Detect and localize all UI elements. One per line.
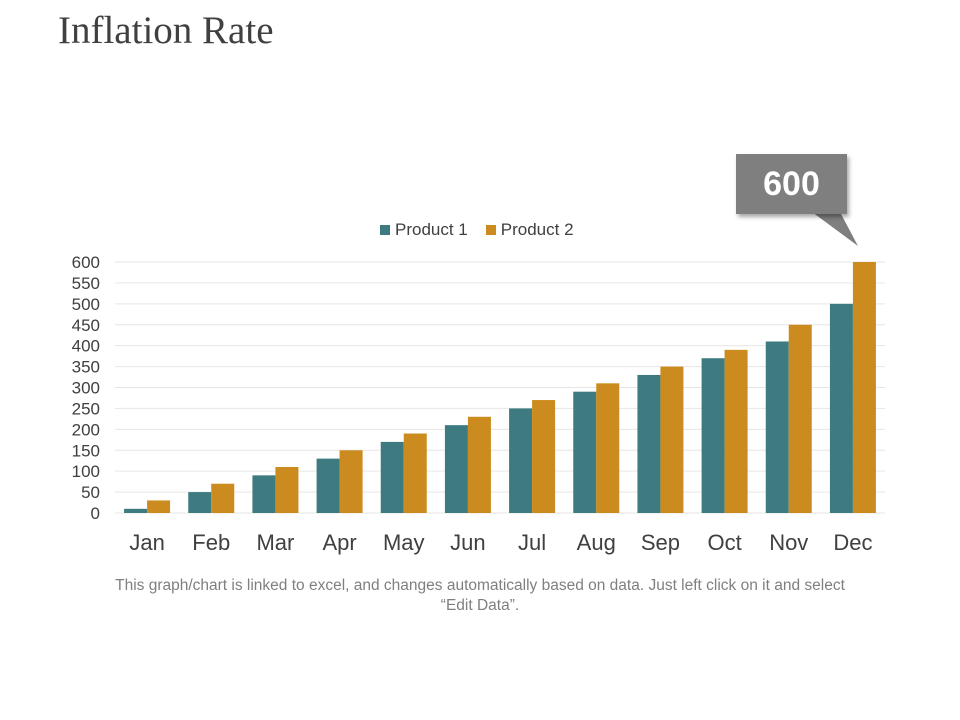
y-tick-label: 50 <box>81 483 100 502</box>
bar-product-2-sep <box>660 366 684 513</box>
bar-product-2-jun <box>467 416 491 513</box>
bar-product-2-mar <box>275 466 299 513</box>
y-tick-label: 400 <box>72 337 100 356</box>
bar-product-1-jan <box>124 508 148 513</box>
x-tick-label-may: May <box>383 530 425 555</box>
bar-product-1-jun <box>444 425 468 513</box>
legend-swatch-product-1 <box>380 225 390 235</box>
bar-product-1-apr <box>316 458 340 513</box>
bars <box>124 262 876 513</box>
x-tick-label-jun: Jun <box>450 530 485 555</box>
x-tick-label-jul: Jul <box>518 530 546 555</box>
legend-swatch-product-2 <box>485 225 496 235</box>
bar-product-1-mar <box>252 475 276 513</box>
chart-footnote: This graph/chart is linked to excel, and… <box>115 577 845 614</box>
bar-product-1-oct <box>701 358 725 513</box>
y-tick-label: 300 <box>72 379 100 398</box>
x-tick-label-dec: Dec <box>833 530 872 555</box>
bar-product-1-aug <box>573 391 597 513</box>
y-tick-label: 350 <box>72 358 100 377</box>
bar-product-1-feb <box>188 492 212 513</box>
y-tick-label: 450 <box>72 316 100 335</box>
bar-product-1-dec <box>829 303 853 513</box>
bar-product-2-dec <box>852 262 876 513</box>
y-tick-label: 200 <box>72 420 100 439</box>
x-axis-ticks: Jan Feb Mar Apr May Jun Jul Aug Sep Oct Nov Dec <box>129 530 872 555</box>
x-tick-label-mar: Mar <box>256 530 294 555</box>
value-callout: 600 <box>736 154 847 214</box>
bar-product-2-aug <box>596 383 620 513</box>
y-tick-label: 100 <box>72 462 100 481</box>
bar-product-2-feb <box>211 483 235 513</box>
x-tick-label-nov: Nov <box>769 530 808 555</box>
bar-product-2-jan <box>147 500 171 513</box>
y-tick-label: 600 <box>72 253 100 272</box>
x-tick-label-aug: Aug <box>577 530 616 555</box>
bar-product-2-jul <box>532 400 556 513</box>
bar-product-1-sep <box>637 374 661 513</box>
bar-product-2-may <box>403 433 427 513</box>
x-tick-label-sep: Sep <box>641 530 680 555</box>
bar-product-1-nov <box>765 341 789 513</box>
legend-item-product-2: Product 2 <box>485 220 574 240</box>
x-tick-label-feb: Feb <box>192 530 230 555</box>
y-tick-label: 150 <box>72 441 100 460</box>
y-tick-label: 500 <box>72 295 100 314</box>
y-tick-label: 550 <box>72 274 100 293</box>
bar-product-2-apr <box>339 450 363 513</box>
bar-product-2-oct <box>724 349 748 513</box>
legend-label-product-2: Product 2 <box>500 220 574 239</box>
x-tick-label-jan: Jan <box>129 530 164 555</box>
y-tick-label: 250 <box>72 399 100 418</box>
bar-product-2-nov <box>788 324 812 513</box>
legend-item-product-1: Product 1 <box>380 220 468 240</box>
callout-pointer <box>812 212 858 246</box>
bar-product-1-may <box>380 441 404 513</box>
bar-product-1-jul <box>509 408 533 513</box>
x-tick-label-apr: Apr <box>322 530 356 555</box>
callout-value: 600 <box>763 164 820 203</box>
y-tick-label: 0 <box>91 504 100 523</box>
slide-title: Inflation Rate <box>58 9 274 52</box>
x-tick-label-oct: Oct <box>707 530 741 555</box>
gridlines <box>115 261 885 514</box>
legend-label-product-1: Product 1 <box>395 220 468 239</box>
chart-legend: Product 1 Product 2 <box>380 220 574 240</box>
